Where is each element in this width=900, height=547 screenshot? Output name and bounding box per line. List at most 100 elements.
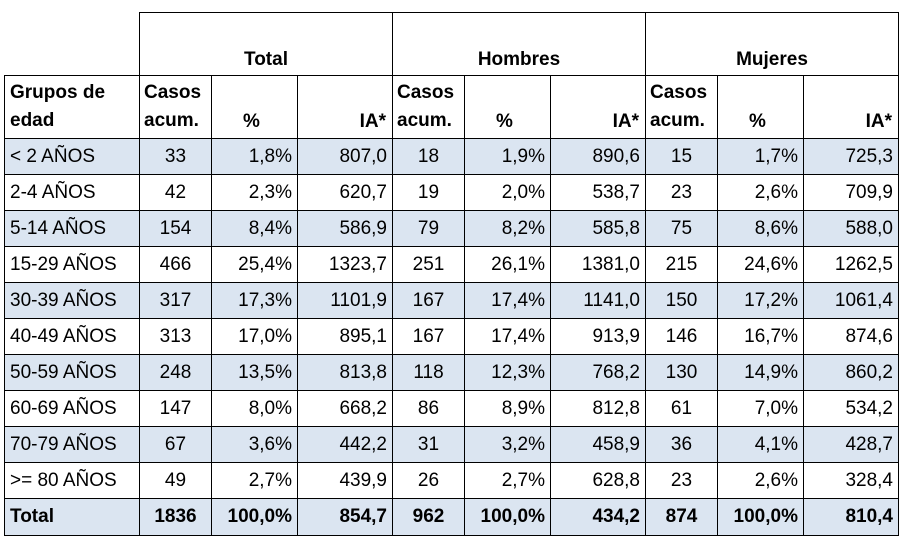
ia-cell: 913,9 [550, 318, 646, 355]
casos-cell: 130 [645, 354, 718, 391]
ia-cell: 895,1 [297, 318, 393, 355]
pct-cell: 100,0% [211, 498, 298, 536]
ia-cell: 620,7 [297, 174, 393, 211]
casos-header-line1: Casos [650, 82, 708, 103]
table-row: 70-79 AÑOS 67 3,6% 442,2 31 3,2% 458,9 36 4,1% 42… [4, 426, 899, 463]
casos-cell: 15 [645, 138, 718, 175]
casos-header-line2: acum. [144, 110, 199, 131]
casos-cell: 874 [645, 498, 718, 536]
ia-cell: 874,6 [803, 318, 899, 355]
age-group-cell: Total [4, 498, 140, 536]
casos-cell: 36 [645, 426, 718, 463]
age-group-cell: 70-79 AÑOS [4, 426, 140, 463]
pct-cell: 1,9% [464, 138, 551, 175]
ia-cell: 807,0 [297, 138, 393, 175]
age-group-cell: < 2 AÑOS [4, 138, 140, 175]
ia-cell: 854,7 [297, 498, 393, 536]
casos-cell: 23 [645, 174, 718, 211]
age-group-header: Grupos de edad [4, 75, 140, 139]
pct-cell: 7,0% [717, 390, 804, 427]
casos-cell: 26 [392, 462, 465, 499]
table-row: 60-69 AÑOS 147 8,0% 668,2 86 8,9% 812,8 61 7,0% 5… [4, 390, 899, 427]
casos-cell: 248 [139, 354, 212, 391]
casos-header: Casos acum. [392, 75, 465, 139]
column-header-row: Grupos de edad Casos acum. % IA* Casos acum… [4, 75, 899, 139]
casos-cell: 1836 [139, 498, 212, 536]
pct-cell: 8,4% [211, 210, 298, 247]
casos-cell: 67 [139, 426, 212, 463]
ia-cell: 534,2 [803, 390, 899, 427]
ia-cell: 328,4 [803, 462, 899, 499]
casos-cell: 49 [139, 462, 212, 499]
casos-cell: 31 [392, 426, 465, 463]
casos-cell: 19 [392, 174, 465, 211]
casos-cell: 146 [645, 318, 718, 355]
table-row: < 2 AÑOS 33 1,8% 807,0 18 1,9% 890,6 15 1,7% 725,… [4, 138, 899, 175]
casos-cell: 150 [645, 282, 718, 319]
pct-cell: 2,0% [464, 174, 551, 211]
casos-cell: 167 [392, 318, 465, 355]
ia-cell: 585,8 [550, 210, 646, 247]
group-header-mujeres: Mujeres [645, 12, 899, 76]
pct-header: % [211, 75, 298, 139]
pct-cell: 4,1% [717, 426, 804, 463]
pct-cell: 13,5% [211, 354, 298, 391]
pct-cell: 2,6% [717, 174, 804, 211]
ia-cell: 709,9 [803, 174, 899, 211]
casos-cell: 42 [139, 174, 212, 211]
pct-cell: 24,6% [717, 246, 804, 283]
casos-cell: 466 [139, 246, 212, 283]
pct-cell: 8,0% [211, 390, 298, 427]
pct-cell: 17,0% [211, 318, 298, 355]
ia-cell: 1262,5 [803, 246, 899, 283]
pct-cell: 17,4% [464, 282, 551, 319]
table-row: 2-4 AÑOS 42 2,3% 620,7 19 2,0% 538,7 23 2,6% 709,… [4, 174, 899, 211]
ia-cell: 768,2 [550, 354, 646, 391]
table-row: 15-29 AÑOS 466 25,4% 1323,7 251 26,1% 1381,0 21… [4, 246, 899, 283]
group-header-hombres: Hombres [392, 12, 646, 76]
casos-cell: 313 [139, 318, 212, 355]
pct-header: % [717, 75, 804, 139]
ia-cell: 1061,4 [803, 282, 899, 319]
casos-cell: 75 [645, 210, 718, 247]
casos-cell: 167 [392, 282, 465, 319]
total-row: Total 1836 100,0% 854,7 962 100,0% 434,2 874 100… [4, 498, 899, 536]
ia-cell: 588,0 [803, 210, 899, 247]
casos-cell: 118 [392, 354, 465, 391]
ia-cell: 439,9 [297, 462, 393, 499]
ia-cell: 1141,0 [550, 282, 646, 319]
pct-cell: 25,4% [211, 246, 298, 283]
pct-cell: 2,7% [211, 462, 298, 499]
age-group-header-line1: Grupos de [10, 82, 106, 103]
pct-cell: 26,1% [464, 246, 551, 283]
ia-cell: 813,8 [297, 354, 393, 391]
ia-cell: 428,7 [803, 426, 899, 463]
age-group-cell: 5-14 AÑOS [4, 210, 140, 247]
pct-cell: 14,9% [717, 354, 804, 391]
casos-header: Casos acum. [139, 75, 212, 139]
ia-cell: 1101,9 [297, 282, 393, 319]
table-row: >= 80 AÑOS 49 2,7% 439,9 26 2,7% 628,8 23 2,6% 32… [4, 462, 899, 499]
pct-cell: 8,6% [717, 210, 804, 247]
table-row: 30-39 AÑOS 317 17,3% 1101,9 167 17,4% 1141,0 15… [4, 282, 899, 319]
pct-cell: 16,7% [717, 318, 804, 355]
ia-cell: 586,9 [297, 210, 393, 247]
group-header-total: Total [139, 12, 393, 76]
pct-cell: 1,7% [717, 138, 804, 175]
table-row: 40-49 AÑOS 313 17,0% 895,1 167 17,4% 913,9 146 1… [4, 318, 899, 355]
age-group-cell: 15-29 AÑOS [4, 246, 140, 283]
ia-cell: 442,2 [297, 426, 393, 463]
ia-cell: 668,2 [297, 390, 393, 427]
casos-cell: 18 [392, 138, 465, 175]
age-group-header-line2: edad [10, 110, 55, 131]
casos-cell: 147 [139, 390, 212, 427]
pct-cell: 100,0% [464, 498, 551, 536]
table-row: 5-14 AÑOS 154 8,4% 586,9 79 8,2% 585,8 75 8,6% 58… [4, 210, 899, 247]
corner-cell [4, 12, 140, 76]
pct-cell: 3,2% [464, 426, 551, 463]
pct-cell: 12,3% [464, 354, 551, 391]
casos-header-line2: acum. [397, 110, 452, 131]
pct-cell: 17,3% [211, 282, 298, 319]
casos-header-line1: Casos [397, 82, 455, 103]
casos-cell: 251 [392, 246, 465, 283]
